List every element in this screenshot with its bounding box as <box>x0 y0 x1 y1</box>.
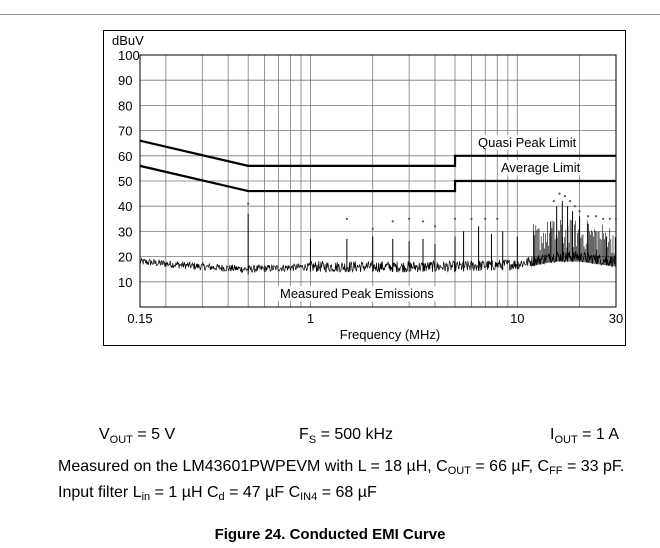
quasi-peak-marker <box>587 215 590 218</box>
quasi-peak-marker <box>371 227 374 230</box>
average-limit-label-background <box>499 160 583 176</box>
top-divider <box>0 14 660 15</box>
quasi-peak-marker <box>608 217 611 220</box>
measured-peak-emissions-label-background <box>278 286 437 302</box>
quasi-peak-limit-line <box>139 139 616 167</box>
x-tick-label: 10 <box>510 311 524 326</box>
quasi-peak-marker <box>453 217 457 220</box>
quasi-peak-marker <box>433 225 437 228</box>
y-tick-label: 50 <box>118 174 132 189</box>
test-description: Measured on the LM43601PWPEVM with L = 1… <box>58 458 625 503</box>
vout-condition: VOUT = 5 V <box>99 426 176 447</box>
x-tick-label: 30 <box>609 311 623 326</box>
quasi-peak-marker <box>345 217 348 220</box>
y-tick-label: 20 <box>118 250 132 265</box>
quasi-peak-marker <box>470 217 473 220</box>
quasi-peak-marker <box>391 220 394 223</box>
quasi-peak-marker <box>594 215 598 218</box>
y-tick-label: 60 <box>118 149 132 164</box>
quasi-peak-marker <box>563 195 567 198</box>
quasi-peak-marker <box>573 205 577 208</box>
quasi-peak-marker <box>484 217 487 220</box>
y-tick-label: 10 <box>118 275 132 290</box>
quasi-peak-limit-label: Quasi Peak Limit <box>478 135 577 150</box>
quasi-peak-marker <box>496 217 499 220</box>
y-tick-label: 40 <box>118 199 132 214</box>
quasi-peak-marker <box>552 200 555 203</box>
y-unit-label: dBuV <box>112 33 144 48</box>
iout-condition: IOUT = 1 A <box>550 426 620 447</box>
y-tick-label: 80 <box>118 98 132 113</box>
quasi-peak-marker <box>578 210 581 213</box>
y-tick-label: 90 <box>118 73 132 88</box>
quasi-peak-marker <box>421 220 425 223</box>
quasi-peak-marker <box>602 217 605 220</box>
average-limit-label: Average Limit <box>501 160 581 175</box>
y-tick-label: 30 <box>118 224 132 239</box>
quasi-peak-marker <box>614 217 618 220</box>
x-tick-label: 0.15 <box>127 311 152 326</box>
fs-condition: FS = 500 kHz <box>299 426 394 447</box>
figure-caption: Figure 24. Conducted EMI Curve <box>214 526 446 543</box>
series-layer <box>139 139 618 275</box>
quasi-peak-marker <box>558 192 561 195</box>
measured-peak-emissions-label: Measured Peak Emissions <box>280 286 434 301</box>
quasi-peak-marker <box>569 200 572 203</box>
quasi-peak-marker <box>247 202 250 205</box>
quasi-peak-marker <box>408 217 411 220</box>
y-tick-label: 70 <box>118 124 132 139</box>
x-axis-label: Frequency (MHz) <box>340 327 440 342</box>
y-tick-label: 100 <box>118 48 140 63</box>
quasi-peak-limit-label-background <box>476 134 579 150</box>
x-tick-label: 1 <box>307 311 314 326</box>
emi-chart-frame: 10 20 30 40 50 60 70 80 90 100 dBuV 0.15 1 10 30 Freque… <box>103 30 626 346</box>
average-limit-line <box>139 164 616 193</box>
